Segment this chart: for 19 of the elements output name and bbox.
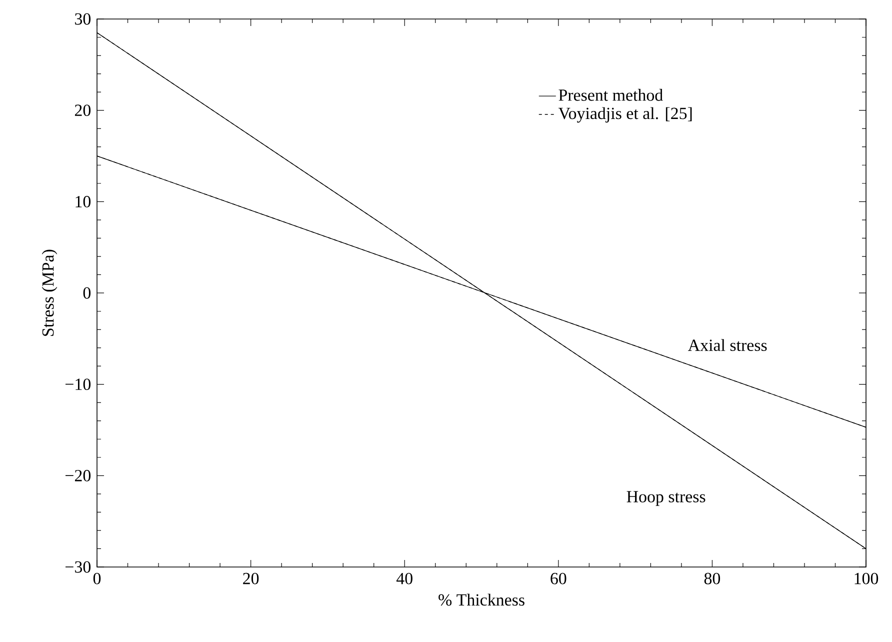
- y-tick-label: −10: [66, 378, 91, 390]
- x-axis-title: % Thickness: [438, 594, 524, 606]
- annotation: Hoop stress: [626, 491, 706, 506]
- x-tick-label: 80: [704, 572, 720, 584]
- y-tick-label: 0: [83, 287, 91, 299]
- y-tick-label: 20: [74, 104, 91, 116]
- y-tick-label: −20: [66, 470, 91, 482]
- y-axis-title: Stress (MPa): [42, 250, 58, 336]
- x-tick-label: 100: [854, 572, 878, 584]
- y-tick-label: −30: [66, 561, 91, 573]
- y-tick-label: 10: [76, 196, 91, 208]
- x-tick-label: 40: [396, 572, 412, 584]
- annotation: Axial stress: [688, 339, 767, 352]
- legend-label: Voyiadjis et al. [25]: [558, 107, 692, 123]
- legend-label: Present method: [558, 88, 663, 101]
- x-tick-label: 20: [243, 572, 259, 584]
- x-tick-label: 60: [550, 572, 566, 584]
- y-tick-label: 30: [75, 13, 91, 25]
- x-tick-label: 0: [93, 572, 101, 584]
